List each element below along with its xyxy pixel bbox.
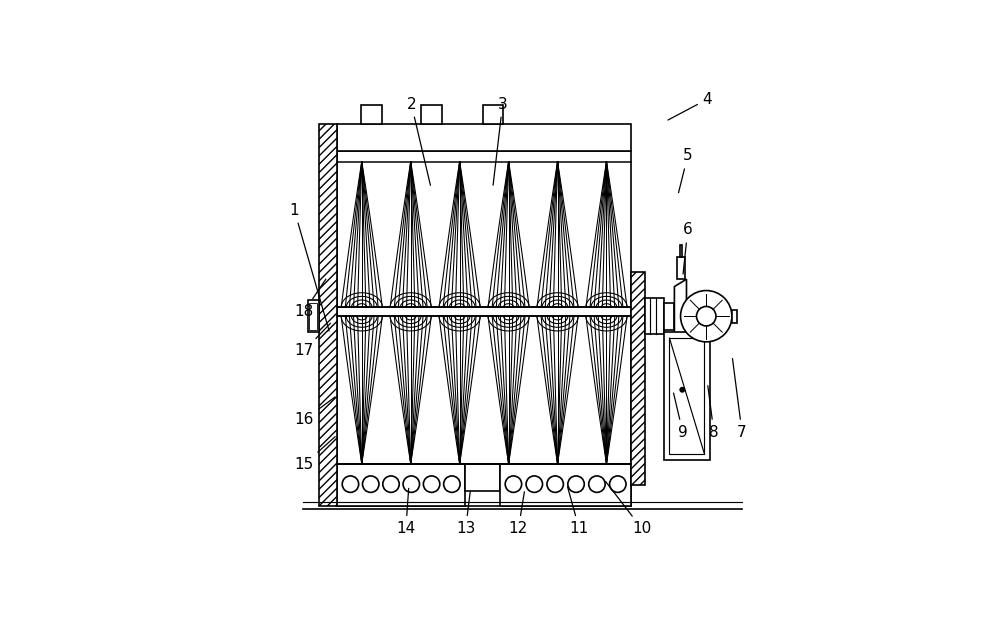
Text: 10: 10 [606, 481, 651, 536]
Text: 7: 7 [732, 358, 747, 440]
Text: 17: 17 [295, 323, 330, 358]
Text: 3: 3 [493, 97, 508, 185]
Bar [500, 463, 631, 506]
Text: 12: 12 [509, 492, 528, 536]
Text: 14: 14 [396, 488, 416, 536]
Text: 4: 4 [668, 92, 712, 120]
Bar [308, 300, 319, 332]
Bar [337, 463, 465, 506]
Bar [465, 463, 500, 492]
Text: 16: 16 [295, 397, 335, 428]
Bar [664, 303, 674, 329]
Text: 11: 11 [568, 487, 589, 536]
Bar [631, 272, 645, 485]
Text: 8: 8 [708, 386, 719, 440]
Circle shape [679, 387, 685, 393]
Bar [677, 257, 685, 279]
Text: 6: 6 [683, 222, 693, 274]
Bar [483, 105, 503, 124]
Circle shape [681, 290, 732, 342]
Bar [361, 105, 382, 124]
Bar [421, 105, 442, 124]
Text: 5: 5 [679, 148, 693, 193]
Bar [669, 338, 704, 454]
Bar [319, 124, 337, 506]
Text: 13: 13 [456, 492, 475, 536]
Text: 9: 9 [674, 393, 688, 440]
Polygon shape [674, 279, 686, 353]
Bar [337, 124, 631, 151]
Bar [645, 299, 664, 334]
Circle shape [696, 306, 716, 326]
Bar [664, 332, 710, 460]
Bar [309, 303, 317, 329]
Bar [337, 151, 631, 506]
Bar [337, 307, 631, 316]
Text: 15: 15 [295, 437, 335, 472]
Text: 1: 1 [290, 203, 329, 331]
Bar [732, 310, 737, 322]
Text: 18: 18 [295, 279, 326, 319]
Text: 2: 2 [407, 97, 430, 185]
Bar [680, 245, 682, 257]
